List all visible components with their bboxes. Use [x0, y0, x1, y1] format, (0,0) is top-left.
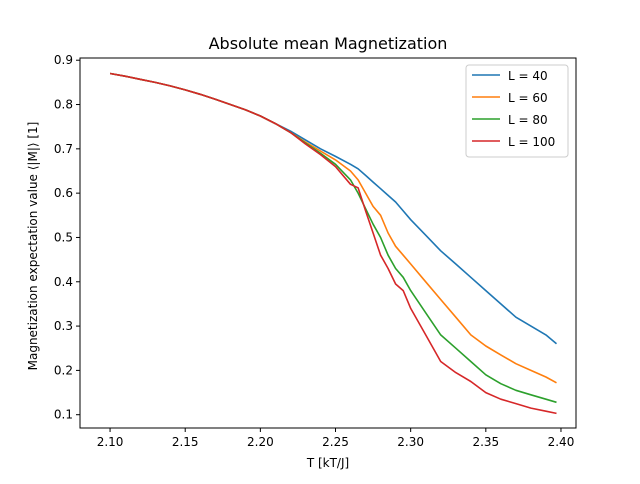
legend: L = 40 L = 60 L = 80 L = 100 [465, 64, 569, 158]
legend-label-4: L = 100 [508, 135, 555, 149]
x-tick-label: 2.10 [97, 435, 124, 449]
x-tick-label: 2.30 [397, 435, 424, 449]
x-tick-label: 2.35 [472, 435, 499, 449]
x-tick-label: 2.20 [247, 435, 274, 449]
x-axis-label: T [kT/J] [306, 456, 349, 470]
series-line-4 [109, 72, 557, 415]
legend-label-1: L = 40 [508, 69, 548, 83]
y-tick-label: 0.2 [54, 363, 73, 377]
y-tick-label: 0.3 [54, 319, 73, 333]
y-tick-label: 0.6 [54, 186, 73, 200]
y-tick-label: 0.8 [54, 98, 73, 112]
y-tick-label: 0.4 [54, 275, 73, 289]
y-tick-label: 0.5 [54, 230, 73, 244]
x-tick-label: 2.15 [172, 435, 199, 449]
y-tick-label: 0.7 [54, 142, 73, 156]
tick-layer: 2.10 2.15 2.20 2.25 2.30 2.35 2.40 0.1 0.2 0.3 0.4… [54, 53, 574, 449]
y-tick-label: 0.9 [54, 53, 73, 67]
series-layer [109, 72, 558, 415]
x-tick-label: 2.40 [548, 435, 575, 449]
legend-label-3: L = 80 [508, 113, 548, 127]
x-tick-label: 2.25 [322, 435, 349, 449]
legend-label-2: L = 60 [508, 91, 548, 105]
y-tick-label: 0.1 [54, 408, 73, 422]
chart-title: Absolute mean Magnetization [209, 34, 448, 53]
plot-area-frame [79, 57, 577, 429]
y-axis-label: Magnetization expectation value ⟨|M|⟩ [1… [26, 122, 40, 371]
legend-box [465, 64, 569, 158]
